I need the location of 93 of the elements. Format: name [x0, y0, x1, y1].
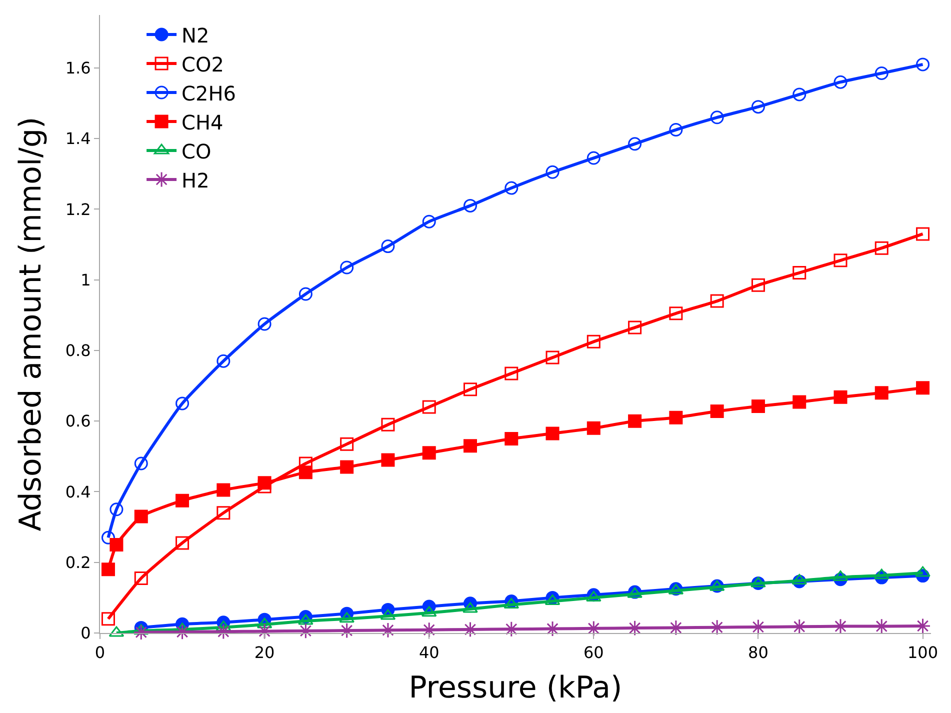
point [380, 622, 396, 638]
legend-label: H2 [182, 168, 210, 192]
point [134, 456, 148, 470]
point [751, 400, 765, 414]
y-tick-label: 1.6 [65, 58, 91, 78]
point [750, 576, 766, 588]
point [832, 618, 848, 634]
point [792, 88, 806, 102]
point [751, 100, 765, 114]
point [874, 66, 888, 80]
point [340, 437, 354, 451]
x-tick-label: 80 [748, 643, 768, 662]
y-tick-label: 1 [80, 270, 91, 290]
point [340, 460, 354, 474]
point [464, 382, 477, 396]
point [422, 446, 436, 460]
y-tick-label: 1.2 [65, 200, 91, 219]
point [101, 562, 115, 576]
point [298, 287, 312, 301]
point [504, 432, 518, 446]
legend-label: CO [182, 139, 212, 164]
point [834, 254, 848, 268]
point [134, 510, 148, 524]
point [546, 350, 560, 364]
point [258, 317, 272, 331]
point [504, 366, 518, 380]
point [110, 538, 124, 552]
point [504, 181, 518, 195]
point [544, 620, 560, 637]
point [258, 476, 272, 490]
point [101, 530, 115, 544]
point [176, 536, 190, 550]
point [669, 410, 683, 424]
point [422, 214, 436, 228]
point [464, 439, 477, 453]
point [216, 483, 230, 497]
point [874, 241, 888, 255]
x-axis-title: Pressure (kPa) [408, 670, 622, 706]
y-tick-label: 0 [80, 624, 91, 643]
point [422, 400, 436, 414]
point [381, 453, 395, 467]
x-tick-label: 20 [254, 643, 275, 662]
point [216, 354, 230, 368]
legend-label: C2H6 [182, 81, 236, 106]
point [628, 137, 642, 151]
point [710, 404, 724, 418]
point [669, 123, 683, 137]
legend-label: CO2 [182, 52, 224, 76]
x-tick-label: 40 [418, 643, 440, 662]
point [546, 426, 560, 440]
point [110, 502, 124, 516]
point [176, 396, 190, 410]
point [176, 494, 190, 508]
x-tick-label: 100 [907, 643, 938, 662]
y-tick-label: 1.4 [65, 129, 91, 148]
point [381, 418, 395, 432]
point [586, 334, 600, 348]
y-axis-title: Adsorbed amount (mmol/g) [13, 116, 48, 532]
point [586, 151, 600, 165]
point [216, 506, 230, 520]
x-tick-label: 60 [583, 643, 604, 662]
point [298, 614, 314, 625]
point [464, 198, 477, 212]
point [340, 260, 354, 274]
point [298, 466, 312, 480]
point [916, 227, 930, 241]
point [874, 386, 888, 400]
point [546, 165, 560, 179]
point [628, 414, 642, 428]
point [710, 294, 724, 308]
point [792, 266, 806, 280]
point [834, 75, 848, 89]
point [462, 602, 478, 613]
point [381, 240, 395, 254]
point [751, 278, 765, 292]
legend-label: N2 [182, 23, 210, 48]
point [628, 320, 642, 334]
y-tick-label: 0.6 [65, 412, 91, 431]
y-tick-label: 0.4 [65, 482, 91, 502]
y-tick-label: 0.8 [65, 341, 91, 360]
point [916, 381, 930, 395]
y-tick-label: 0.2 [65, 552, 91, 572]
x-tick-label: 0 [94, 643, 106, 662]
point [101, 612, 115, 626]
point [915, 566, 930, 577]
point [710, 110, 724, 124]
legend-label: CH4 [182, 110, 224, 134]
point [669, 306, 683, 320]
point [134, 572, 148, 586]
point [586, 421, 600, 435]
point [916, 58, 930, 72]
point [834, 390, 848, 404]
point [792, 395, 806, 409]
